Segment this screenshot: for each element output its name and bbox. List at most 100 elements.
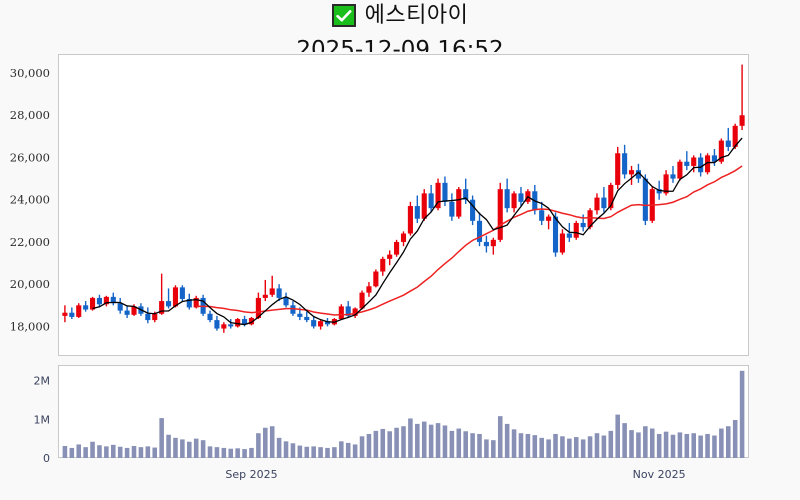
candlestick xyxy=(490,237,496,255)
price-panel: 18,000 20,000 22,000 24,000 26,000 28,000 30,0… xyxy=(10,54,749,356)
volume-bar xyxy=(97,445,102,458)
volume-bar xyxy=(359,436,365,458)
volume-bar xyxy=(580,439,586,458)
candlestick xyxy=(110,292,116,306)
candlestick xyxy=(559,229,565,255)
volume-tick-label: 2M xyxy=(34,375,51,388)
volume-bar xyxy=(166,434,171,458)
candlestick xyxy=(435,178,441,211)
volume-bar xyxy=(442,425,448,458)
volume-bar xyxy=(712,435,717,458)
candlestick xyxy=(504,178,510,213)
candlestick xyxy=(103,295,109,307)
volume-bar xyxy=(670,434,676,458)
price-y-axis: 18,000 20,000 22,000 24,000 26,000 28,000 30,0… xyxy=(10,66,50,333)
candlestick xyxy=(552,212,559,257)
candlestick xyxy=(69,307,75,320)
candlestick xyxy=(359,290,365,310)
volume-bar xyxy=(504,423,510,458)
volume-bar xyxy=(539,437,544,458)
price-tick-label: 28,000 xyxy=(10,108,50,122)
ma-short-line xyxy=(92,137,743,326)
candlestick xyxy=(172,285,179,308)
volume-bar xyxy=(76,444,82,458)
volume-bar xyxy=(394,427,399,458)
volume-bar xyxy=(629,430,634,458)
volume-bar xyxy=(594,433,600,458)
candlestick xyxy=(601,187,607,213)
candlestick xyxy=(511,191,517,213)
volume-bar xyxy=(249,447,254,458)
volume-bar xyxy=(124,447,130,458)
candlestick xyxy=(594,193,600,215)
volume-bar xyxy=(325,447,330,458)
candlestick xyxy=(62,305,68,323)
candlestick xyxy=(407,201,413,236)
candlestick xyxy=(248,316,255,326)
volume-bar xyxy=(649,428,655,458)
candlestick xyxy=(228,319,234,329)
candlestick xyxy=(318,320,324,330)
candlestick xyxy=(394,239,400,257)
candlestick xyxy=(718,138,724,164)
candlestick xyxy=(96,294,103,308)
volume-bar xyxy=(187,441,192,458)
candlestick xyxy=(635,163,641,183)
candlestick xyxy=(338,304,344,321)
volume-bar xyxy=(719,428,724,458)
volume-bar xyxy=(256,433,261,458)
candlestick xyxy=(622,144,628,179)
volume-bar xyxy=(553,433,558,458)
volume-bar xyxy=(366,433,372,458)
volume-bar xyxy=(449,430,455,458)
candlestick xyxy=(739,64,745,131)
candlestick xyxy=(732,123,738,150)
candlestick xyxy=(124,305,130,318)
volume-bar xyxy=(345,442,351,458)
x-tick-label: Nov 2025 xyxy=(633,468,686,481)
candlestick xyxy=(414,195,420,223)
candlestick xyxy=(725,127,731,152)
volume-y-axis: 0 1M 2M xyxy=(34,375,51,466)
volume-bar xyxy=(173,437,178,458)
candlestick xyxy=(145,307,151,324)
volume-bar xyxy=(200,440,206,458)
volume-bar xyxy=(290,443,296,458)
volume-bar xyxy=(193,438,199,458)
volume-bar xyxy=(573,437,579,458)
volume-tick-label: 0 xyxy=(43,452,50,465)
volume-bar xyxy=(269,426,275,458)
volume-bar xyxy=(373,430,379,458)
candlestick xyxy=(476,212,483,247)
candlestick xyxy=(642,174,648,226)
candlestick xyxy=(366,282,372,297)
volume-bar xyxy=(567,438,572,458)
volume-bar xyxy=(477,433,482,458)
volume-bar xyxy=(138,447,144,458)
volume-bar xyxy=(421,421,427,458)
volume-bar xyxy=(546,439,551,458)
volume-bar xyxy=(732,420,738,458)
price-tick-label: 20,000 xyxy=(10,277,50,291)
candlestick xyxy=(166,288,172,309)
candlestick xyxy=(628,165,635,185)
volume-bar xyxy=(491,440,496,458)
volume-bar xyxy=(214,447,220,458)
candlestick xyxy=(573,220,579,240)
volume-bar xyxy=(90,441,95,458)
volume-bar xyxy=(656,433,662,458)
candlestick xyxy=(276,284,282,302)
volume-bar xyxy=(235,448,240,458)
candlestick xyxy=(117,297,123,314)
candlestick xyxy=(497,182,503,242)
candlestick xyxy=(283,292,289,308)
candlestick xyxy=(449,193,455,221)
volume-series xyxy=(62,370,745,458)
volume-bar xyxy=(643,426,648,458)
volume-bar xyxy=(725,426,731,458)
candlestick xyxy=(207,310,213,323)
volume-bar xyxy=(739,370,745,458)
volume-bar xyxy=(145,446,151,458)
candlestick xyxy=(235,317,241,328)
